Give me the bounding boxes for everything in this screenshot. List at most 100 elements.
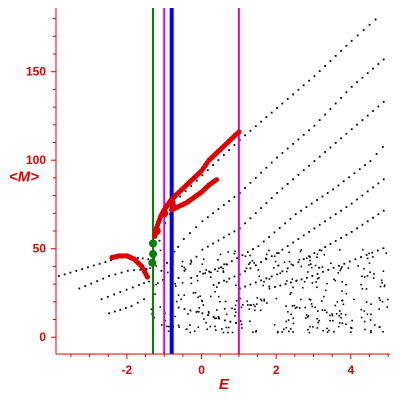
band-dot [120, 271, 123, 274]
cloud-dot [316, 256, 318, 258]
band-dot [358, 168, 361, 171]
cloud-dot [307, 315, 310, 317]
band-dot [92, 264, 95, 267]
cloud-dot [231, 331, 234, 334]
cloud-dot [265, 253, 268, 256]
cloud-dot [341, 322, 344, 324]
band-dot [179, 195, 181, 198]
cloud-dot [381, 282, 383, 284]
cloud-dot [370, 330, 372, 332]
cloud-dot [292, 286, 294, 289]
cloud-dot [308, 298, 311, 300]
cloud-dot [291, 305, 294, 307]
band-dot [327, 268, 330, 271]
band-dot [345, 132, 348, 135]
band-dot [334, 142, 337, 144]
cloud-dot [180, 298, 182, 301]
band-dot [324, 65, 326, 67]
band-dot [63, 273, 66, 276]
cloud-dot [316, 286, 318, 289]
cloud-dot [333, 278, 335, 281]
cloud-dot [273, 255, 276, 257]
cloud-dot [325, 289, 327, 292]
band-dot [246, 251, 249, 253]
band-dot [368, 23, 371, 26]
band-dot [360, 256, 362, 258]
band-dot [254, 212, 257, 215]
band-dot [345, 206, 348, 208]
band-dot [212, 315, 215, 318]
cloud-dot [194, 291, 197, 294]
band-dot [254, 281, 257, 284]
band-dot [316, 273, 319, 275]
cloud-dot [216, 270, 219, 272]
cloud-dot [193, 330, 196, 333]
cloud-dot [206, 328, 208, 331]
band-dot [104, 261, 107, 263]
band-dot [262, 240, 265, 243]
band-dot [119, 308, 122, 311]
cloud-dot [166, 325, 168, 328]
y-tick-label: 100 [26, 153, 46, 167]
cloud-dot [291, 278, 294, 280]
cloud-dot [329, 319, 331, 322]
band-dot [308, 255, 310, 258]
cloud-dot [384, 284, 386, 287]
cloud-dot [337, 272, 340, 274]
cloud-dot [340, 267, 342, 270]
band-dot [340, 209, 342, 212]
band-dot [276, 107, 278, 109]
band-dot [318, 223, 321, 226]
band-dot [276, 156, 278, 159]
band-dot [136, 257, 139, 259]
cloud-dot [281, 331, 284, 333]
cloud-dot [257, 269, 260, 271]
band-dot [244, 187, 246, 189]
band-dot [202, 272, 205, 275]
band-dot [350, 85, 353, 88]
cloud-dot [309, 259, 311, 262]
large-marker [152, 226, 161, 235]
x-tick-label: -2 [122, 363, 133, 377]
cloud-dot [273, 267, 275, 269]
cloud-dot [157, 282, 159, 284]
cloud-dot [326, 327, 328, 330]
cloud-dot [379, 285, 382, 288]
band-dot [201, 312, 204, 315]
band-dot [177, 246, 180, 248]
band-dot [228, 233, 230, 236]
band-dot [102, 277, 105, 280]
cloud-dot [305, 257, 308, 259]
cloud-dot [190, 259, 192, 262]
cloud-dot [288, 330, 290, 333]
cloud-dot [350, 331, 352, 333]
cloud-dot [221, 328, 223, 330]
cloud-dot [192, 292, 195, 294]
band-dot [270, 255, 273, 258]
cloud-dot [285, 270, 288, 273]
band-dot [108, 312, 110, 315]
cloud-dot [268, 278, 271, 280]
cloud-dot [199, 295, 201, 297]
band-dot [148, 280, 150, 283]
band-dot [206, 216, 209, 219]
cloud-dot [217, 295, 220, 298]
cloud-dot [308, 264, 310, 266]
band-dot [372, 186, 374, 189]
cloud-dot [341, 290, 343, 292]
band-dot [381, 146, 384, 148]
band-dot [361, 76, 364, 79]
band-dot [235, 322, 237, 324]
cloud-dot [372, 277, 375, 279]
cloud-dot [177, 324, 180, 327]
cloud-dot [304, 317, 307, 319]
cloud-dot [365, 301, 368, 303]
band-dot [189, 309, 192, 312]
cloud-dot [338, 322, 341, 324]
band-dot [270, 275, 273, 278]
band-dot [340, 50, 342, 52]
band-dot [310, 202, 313, 205]
large-marker [148, 258, 157, 267]
cloud-dot [326, 331, 329, 333]
band-dot [166, 262, 168, 264]
